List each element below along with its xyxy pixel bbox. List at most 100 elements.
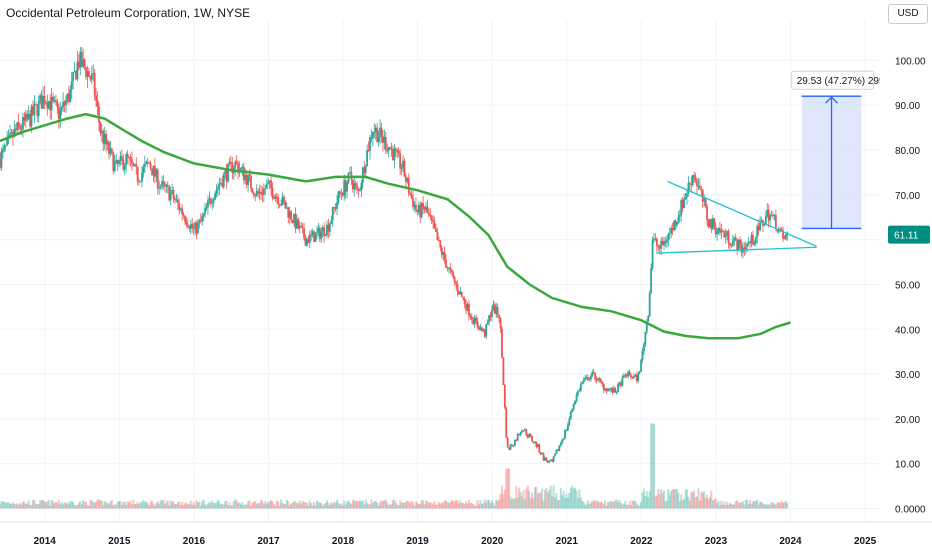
candle-body <box>159 186 162 188</box>
volume-bar <box>420 500 423 509</box>
triangle-trendline <box>667 180 817 247</box>
volume-bar <box>287 501 290 509</box>
candle-body <box>432 219 435 223</box>
candle-body <box>115 159 118 163</box>
volume-bar <box>688 500 691 509</box>
volume-bar <box>482 503 485 509</box>
volume-bar <box>16 503 19 509</box>
candle-body <box>231 162 234 174</box>
currency-button[interactable]: USD <box>888 4 928 24</box>
volume-bar <box>242 505 245 509</box>
volume-bar <box>733 504 736 509</box>
candle-body <box>764 215 767 224</box>
candle-body <box>162 181 165 184</box>
candle-body <box>222 174 225 187</box>
volume-bar <box>598 502 601 509</box>
candle-body <box>687 183 690 194</box>
candle-body <box>379 127 381 138</box>
volume-bar <box>34 504 37 509</box>
candle-body <box>648 292 651 316</box>
volume-bar <box>293 501 296 509</box>
candle-body <box>390 148 393 150</box>
volume-bar <box>515 486 518 509</box>
candle-body <box>480 327 483 331</box>
volume-bar <box>321 505 324 509</box>
candle-body <box>511 444 513 447</box>
volume-bar <box>601 502 604 509</box>
volume-bar <box>49 505 52 509</box>
candle-body <box>367 149 370 151</box>
volume-bar <box>209 502 212 509</box>
volume-bar <box>526 485 529 509</box>
volume-bar <box>661 493 664 509</box>
candle-body <box>34 104 37 106</box>
candle-body <box>449 267 452 270</box>
candle-body <box>0 152 3 168</box>
volume-bar <box>333 501 336 509</box>
volume-bar <box>457 503 460 509</box>
candle-body <box>181 208 184 215</box>
volume-bar <box>171 502 174 509</box>
candle-body <box>184 215 186 222</box>
candle-body <box>760 220 763 223</box>
volume-bar <box>767 504 770 509</box>
volume-bar <box>667 488 670 509</box>
candle-body <box>515 439 518 441</box>
volume-bar <box>308 500 311 509</box>
candle-body <box>660 240 663 249</box>
volume-bar <box>766 504 769 509</box>
time-tick-label: 2025 <box>854 536 877 547</box>
candle-body <box>571 409 574 412</box>
volume-bar <box>275 500 278 509</box>
volume-bar <box>145 501 148 509</box>
candle-body <box>235 161 238 164</box>
candle-body <box>579 384 582 391</box>
candle-body <box>283 196 285 202</box>
candle-body <box>152 165 155 176</box>
candle-body <box>534 441 536 444</box>
volume-bar <box>340 503 343 509</box>
candle-body <box>271 188 274 198</box>
volume-bar <box>126 501 129 509</box>
candle-body <box>277 197 280 205</box>
candle-body <box>151 168 153 176</box>
volume-bar <box>338 504 341 509</box>
volume-bar <box>1 501 4 509</box>
volume-bar <box>673 489 676 509</box>
candle-body <box>278 204 281 206</box>
candle-body <box>556 449 559 451</box>
volume-bar <box>510 498 513 509</box>
volume-bar <box>295 503 298 509</box>
volume-bar <box>212 503 215 509</box>
candle-body <box>485 324 488 337</box>
volume-bar <box>92 502 95 509</box>
volume-bar <box>721 504 724 509</box>
volume-bar <box>156 501 159 509</box>
volume-bar <box>89 500 92 509</box>
volume-bar <box>617 501 620 509</box>
volume-bar <box>59 504 62 509</box>
volume-bar <box>387 505 390 509</box>
volume-bar <box>628 501 631 509</box>
volume-bar <box>780 500 783 509</box>
volume-bar <box>784 500 787 509</box>
candle-body <box>582 380 585 383</box>
volume-bar <box>505 468 508 509</box>
volume-bar <box>503 489 506 509</box>
candle-body <box>95 95 97 101</box>
candle-body <box>577 391 579 395</box>
volume-bar <box>545 488 548 509</box>
candle-body <box>407 178 410 194</box>
candle-body <box>191 224 194 229</box>
volume-bar <box>85 501 88 509</box>
candle-body <box>55 100 57 102</box>
candle-body <box>635 375 638 381</box>
candle-body <box>488 315 490 323</box>
candle-body <box>779 228 782 230</box>
volume-bar <box>554 497 557 509</box>
volume-bar <box>140 502 143 509</box>
volume-bar <box>90 500 93 509</box>
candle-body <box>597 378 599 381</box>
candle-body <box>37 100 40 116</box>
